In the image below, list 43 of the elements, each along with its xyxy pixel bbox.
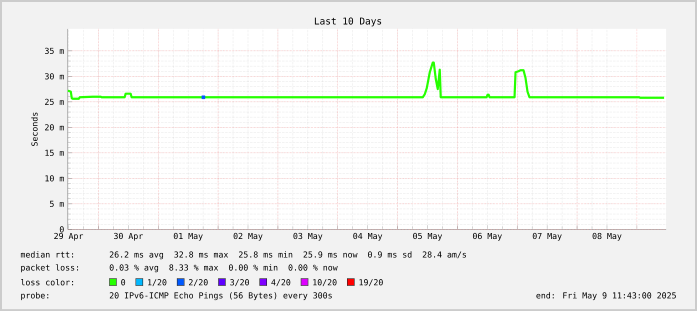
y-tick-label: 30 m [44, 73, 64, 80]
x-tick-label: 29 Apr [54, 232, 84, 241]
text: 25.9 ms now [304, 251, 358, 258]
y-tick-label: 5 m [50, 200, 64, 207]
legend-label: 10/20 [313, 279, 337, 286]
text: 0.00 % min [228, 264, 278, 271]
x-tick-label: 08 May [592, 232, 622, 241]
y-axis-title: Seconds [31, 112, 38, 146]
text: 32.8 ms max [174, 251, 228, 258]
x-tick-label: 07 May [532, 232, 562, 241]
x-tick-label: 03 May [293, 232, 322, 241]
text: end: Fri May 9 11:43:00 2025 [536, 292, 676, 300]
x-tick-label: 05 May [413, 232, 442, 241]
chart-title: Last 10 Days [314, 17, 382, 26]
y-tick-label: 0 [60, 226, 64, 232]
y-tick-label: 15 m [45, 150, 64, 156]
x-tick-label: 04 May [353, 232, 382, 241]
text: 8.33 % max [169, 264, 218, 271]
legend-label: 0 [121, 279, 126, 286]
legend-label: 3/20 [230, 279, 249, 286]
x-tick-label: 01 May [174, 232, 203, 241]
y-tick-label: 25 m [45, 98, 64, 105]
text: 26.2 ms avg [110, 251, 164, 260]
text: 0.9 ms sd [368, 251, 412, 258]
legend-label: 2/20 [188, 279, 208, 286]
text: 25.8 ms min [238, 251, 292, 258]
legend-title: loss color: [21, 278, 74, 286]
x-tick-label: 02 May [234, 232, 263, 241]
text: probe: [21, 292, 48, 300]
y-tick-label: 35 m [44, 48, 64, 54]
x-tick-label: 06 May [472, 232, 502, 241]
legend-label: 19/20 [360, 279, 383, 286]
text: 0.03 % avg [110, 264, 158, 272]
text: median rtt: [20, 251, 74, 258]
text: 0.00 % now [288, 264, 338, 271]
text: 28.4 am/s [422, 251, 466, 258]
text: 20 IPv6-ICMP Echo Pings (56 Bytes) every 300s [110, 292, 332, 300]
y-tick-label: 10 m [45, 175, 64, 182]
legend-label: 4/20 [271, 279, 290, 286]
x-tick-label: 30 Apr [114, 232, 143, 241]
text: packet loss: [21, 264, 78, 272]
y-tick-label: 20 m [45, 124, 64, 130]
legend-label: 1/20 [148, 279, 166, 286]
